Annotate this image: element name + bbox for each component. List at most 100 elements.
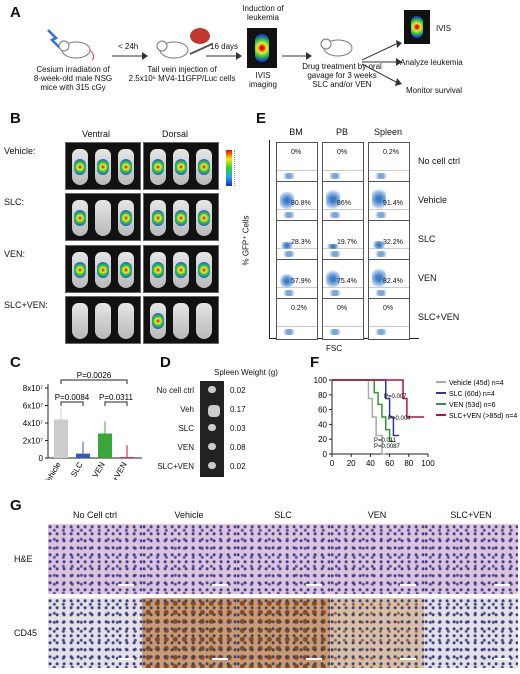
f-survival-curve xyxy=(332,379,400,437)
b-mouse xyxy=(173,303,189,339)
g-cd45-image xyxy=(424,598,518,668)
b-ventral-image xyxy=(65,193,141,241)
e-percent: 0.2% xyxy=(383,149,399,156)
e-events xyxy=(280,190,294,210)
f-x-tick: 20 xyxy=(347,459,356,468)
e-x-label: FSC xyxy=(326,344,342,353)
e-events xyxy=(326,269,340,288)
f-p-value: P=0.0087 xyxy=(374,444,401,450)
b-row-label: SLC+VEN: xyxy=(4,300,48,310)
e-dots xyxy=(373,290,389,296)
b-signal xyxy=(120,262,132,278)
g-he-image xyxy=(330,524,424,594)
d-row-value: 0.08 xyxy=(230,443,246,452)
e-dots xyxy=(281,251,297,257)
arrow1-icon xyxy=(112,52,148,60)
step3-top-text: Induction of leukemia xyxy=(242,4,284,22)
e-flow-plot: 57.9% xyxy=(276,259,318,301)
b-mouse xyxy=(95,252,111,288)
d-row-label: No cell ctrl xyxy=(156,386,194,395)
f-x-tick: 100 xyxy=(421,459,435,468)
f-legend-label: SLC (60d) n=4 xyxy=(449,391,495,398)
e-row-label: No cell ctrl xyxy=(418,156,461,166)
e-gate-line xyxy=(323,209,363,210)
d-row-value: 0.03 xyxy=(230,424,246,433)
e-events xyxy=(372,188,386,210)
e-flow-plot: 0% xyxy=(368,298,410,340)
b-signal xyxy=(175,210,187,226)
e-gate-line xyxy=(369,170,409,171)
e-percent: 28.3% xyxy=(291,239,311,246)
e-row-label: Vehicle xyxy=(418,195,448,205)
g-scale-bar xyxy=(306,658,322,660)
b-row-label: VEN: xyxy=(4,249,26,259)
e-flow-plot: 0.2% xyxy=(276,298,318,340)
colorbar-ticks xyxy=(234,150,245,186)
b-ventral-image xyxy=(65,296,141,344)
e-flow-plot: 82.4% xyxy=(368,259,410,301)
f-x-tick: 80 xyxy=(404,459,413,468)
e-percent: 19.7% xyxy=(337,239,357,246)
e-percent: 0% xyxy=(337,305,348,312)
arrow2-icon xyxy=(206,52,242,60)
luminescence-colorbar xyxy=(226,150,232,186)
g-he-image xyxy=(424,524,518,594)
e-events xyxy=(372,241,386,249)
f-legend-label: VEN (53d) n=6 xyxy=(449,402,496,409)
b-row-label: Vehicle: xyxy=(4,146,36,156)
d-row-value: 0.17 xyxy=(230,405,246,414)
g-cd45-image xyxy=(142,598,236,668)
e-percent: 82.4% xyxy=(383,278,403,285)
b-dorsal-image xyxy=(143,245,219,293)
c-bar xyxy=(120,457,134,459)
b-mouse xyxy=(150,303,166,339)
e-flow-plot: 0% xyxy=(322,298,364,340)
step2-text: Tail vein injection of 2.5x10⁶ MV4-11GFP/… xyxy=(128,65,236,83)
e-gate-line xyxy=(369,209,409,210)
e-percent: 0% xyxy=(337,149,348,156)
e-percent: 80.8% xyxy=(291,200,311,207)
b-mouse xyxy=(118,200,134,236)
treated-mouse-icon xyxy=(320,38,353,57)
step1-text: Cesium irradiation of 8-week-old male NSG… xyxy=(33,65,113,92)
e-dots xyxy=(327,290,343,296)
g-scale-bar xyxy=(494,584,510,586)
panel-f-label: F xyxy=(310,354,320,371)
c-significance-bracket xyxy=(60,379,128,384)
d-spleen xyxy=(208,386,216,393)
b-signal xyxy=(198,262,210,278)
g-col-label: No Cell ctrl xyxy=(72,510,117,520)
g-he-image xyxy=(236,524,330,594)
e-flow-plot: 19.7% xyxy=(322,220,364,262)
f-y-tick: 0 xyxy=(323,450,328,459)
panel-d-label: D xyxy=(160,354,171,371)
f-y-tick: 80 xyxy=(318,391,327,400)
e-gate-line xyxy=(369,326,409,327)
b-row-label: SLC: xyxy=(4,197,25,207)
f-x-tick: 0 xyxy=(330,459,335,468)
b-signal xyxy=(198,159,210,175)
c-bar xyxy=(98,433,112,458)
e-dots xyxy=(327,329,343,335)
g-scale-bar xyxy=(118,658,134,660)
e-percent: 32.2% xyxy=(383,239,403,246)
g-he-image xyxy=(48,524,142,594)
b-signal xyxy=(97,159,109,175)
c-y-tick-label: 2x10⁷ xyxy=(23,437,43,446)
b-mouse xyxy=(196,200,212,236)
arrow1-label: < 24h xyxy=(118,42,139,51)
panel-c-label: C xyxy=(10,354,21,371)
e-gate-line xyxy=(277,248,317,249)
branch-arrows-icon xyxy=(362,40,402,86)
f-x-tick: 60 xyxy=(385,459,394,468)
g-scale-bar xyxy=(494,658,510,660)
e-percent: 91.4% xyxy=(383,200,403,207)
f-survival-curve xyxy=(332,379,394,443)
panel-b-label: B xyxy=(10,110,21,127)
e-dots xyxy=(373,329,389,335)
b-signal xyxy=(175,159,187,175)
e-dots xyxy=(373,251,389,257)
step4-text: Drug treatment by oral gavage for 3 weeks… xyxy=(302,62,382,89)
ventral-label: Ventral xyxy=(82,129,111,139)
e-flow-plot: 86% xyxy=(322,181,364,223)
